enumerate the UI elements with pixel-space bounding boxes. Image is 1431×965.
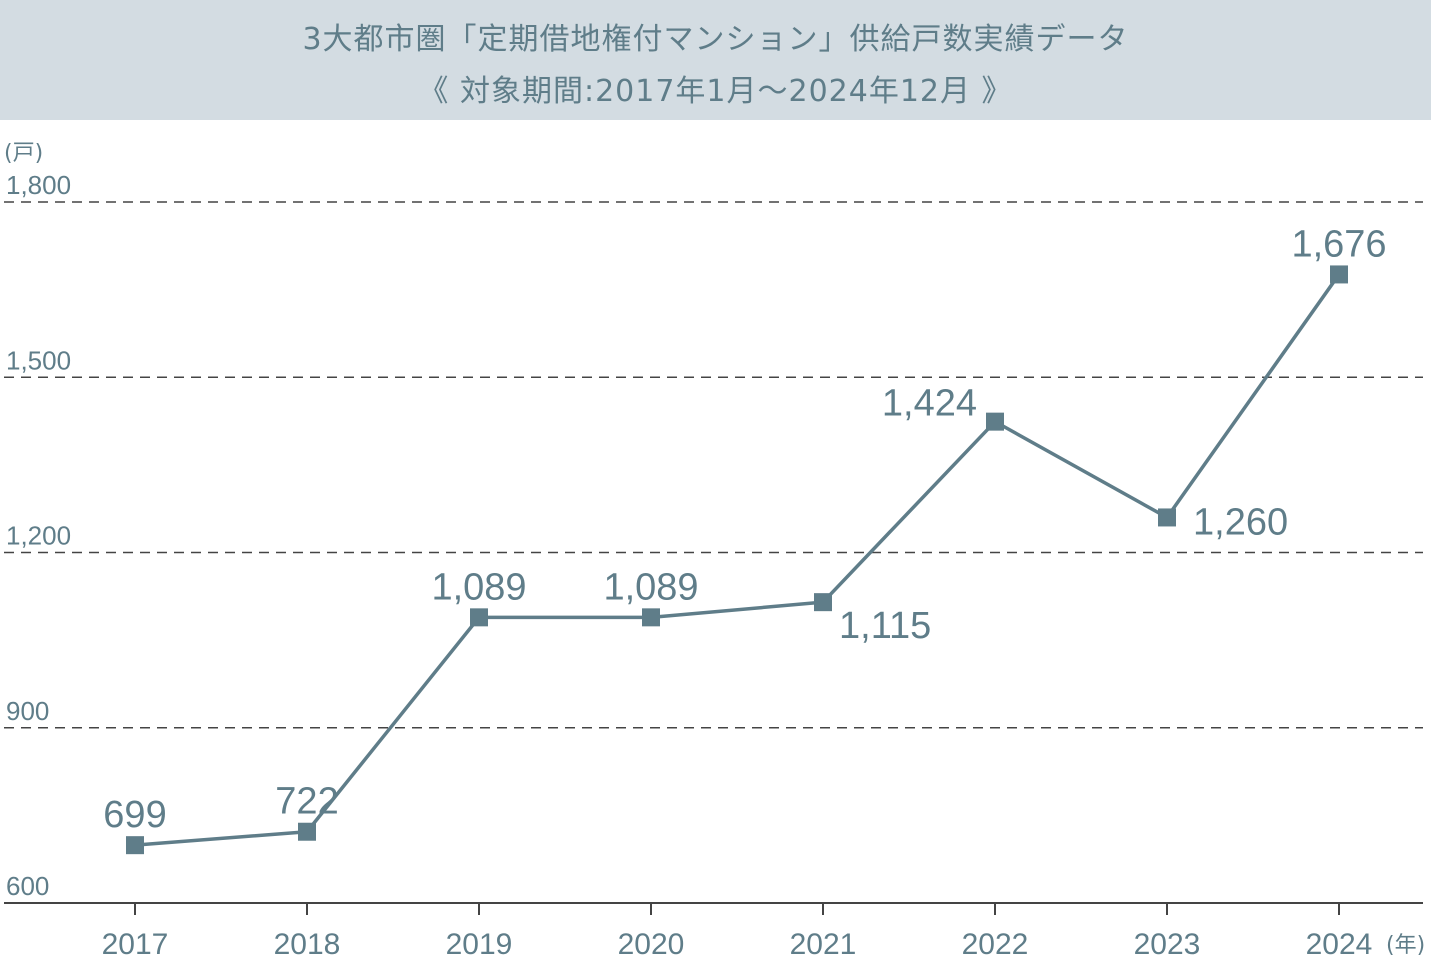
x-tick-label: 2019 — [446, 928, 513, 961]
chart-header: 3大都市圏「定期借地権付マンション」供給戸数実績データ 《 対象期間:2017年… — [0, 0, 1431, 120]
data-label: 1,115 — [839, 605, 931, 647]
y-tick-label: 900 — [6, 696, 49, 726]
data-label: 1,089 — [603, 566, 698, 608]
y-axis-unit: (戸) — [4, 141, 43, 166]
data-label: 1,424 — [882, 383, 977, 425]
x-tick-label: 2023 — [1134, 928, 1201, 961]
data-label: 1,260 — [1193, 501, 1288, 543]
x-tick-label: 2020 — [618, 928, 685, 961]
x-tick-label: 2021 — [790, 928, 857, 961]
data-point-marker — [126, 836, 144, 855]
data-label: 699 — [103, 794, 166, 836]
y-tick-label: 1,500 — [6, 345, 71, 375]
data-label: 1,089 — [431, 566, 526, 608]
series-line — [134, 273, 1341, 847]
data-point-marker — [1330, 265, 1348, 284]
y-tick-label: 1,800 — [6, 170, 71, 200]
data-label: 1,676 — [1291, 223, 1386, 265]
x-tick-label: 2022 — [962, 928, 1029, 961]
x-tick-label: 2017 — [102, 928, 169, 961]
data-point-marker — [642, 608, 660, 627]
data-point-marker — [298, 822, 316, 841]
y-tick-label: 1,200 — [6, 521, 71, 551]
data-point-marker — [470, 608, 488, 627]
y-tick-label: 600 — [6, 871, 49, 901]
x-tick-label: 2024 — [1306, 928, 1373, 961]
data-label: 722 — [275, 781, 338, 823]
data-point-marker — [986, 412, 1004, 431]
x-axis-unit: (年) — [1386, 933, 1425, 958]
x-tick-label: 2018 — [274, 928, 341, 961]
data-point-marker — [1158, 508, 1176, 527]
chart-subtitle: 《 対象期間:2017年1月〜2024年12月 》 — [418, 74, 1013, 109]
data-point-marker — [814, 593, 832, 612]
chart-title: 3大都市圏「定期借地権付マンション」供給戸数実績データ — [302, 22, 1129, 57]
